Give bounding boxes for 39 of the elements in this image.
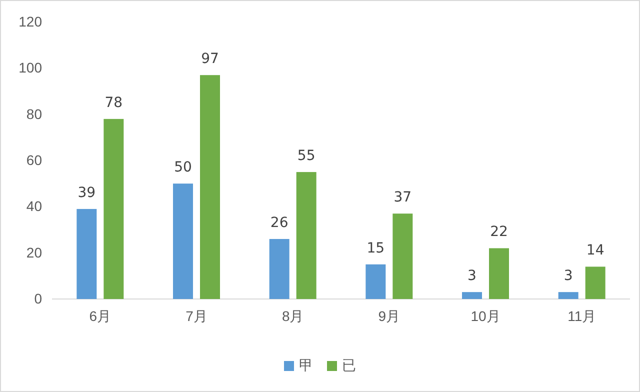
data-label: 55 <box>297 148 316 164</box>
x-tick-label: 9月 <box>378 308 400 324</box>
data-label: 97 <box>201 51 219 68</box>
x-tick-label: 6月 <box>89 308 112 324</box>
bar <box>104 118 124 299</box>
bar <box>489 248 509 299</box>
data-label: 3 <box>564 268 573 284</box>
data-label: 50 <box>174 160 192 176</box>
data-label: 3 <box>468 268 476 284</box>
x-tick-label: 10月 <box>470 308 500 324</box>
bar <box>585 266 606 299</box>
data-label: 78 <box>104 94 123 111</box>
x-tick-label: 11月 <box>568 308 596 324</box>
bar <box>296 172 316 299</box>
bar <box>366 264 386 299</box>
data-label: 37 <box>394 190 412 206</box>
bar <box>392 214 413 299</box>
y-tick-label: 40 <box>26 198 42 214</box>
legend-label: 已 <box>342 358 356 374</box>
data-label: 14 <box>586 242 604 259</box>
y-tick-label: 100 <box>18 60 42 76</box>
y-tick-label: 80 <box>26 106 42 122</box>
data-label: 26 <box>270 214 288 231</box>
bar <box>269 238 290 299</box>
y-tick-label: 20 <box>26 244 42 260</box>
x-tick-label: 8月 <box>282 308 304 324</box>
data-label: 22 <box>490 224 508 240</box>
y-tick-label: 0 <box>34 290 42 306</box>
bar <box>173 184 193 299</box>
bar <box>462 292 482 299</box>
data-label: 39 <box>78 184 96 201</box>
y-tick-label: 120 <box>18 13 42 30</box>
legend-label: 甲 <box>299 358 313 374</box>
x-tick-label: 7月 <box>186 308 208 324</box>
bar <box>200 75 220 299</box>
data-label: 15 <box>366 240 385 256</box>
bar <box>558 292 578 299</box>
bar <box>76 208 97 299</box>
y-tick-label: 60 <box>26 152 42 168</box>
